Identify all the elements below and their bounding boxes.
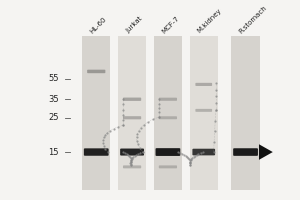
FancyBboxPatch shape [195,83,212,86]
FancyBboxPatch shape [159,165,177,168]
FancyBboxPatch shape [84,148,109,156]
Text: HL-60: HL-60 [89,16,108,34]
Text: 35: 35 [48,95,59,104]
FancyBboxPatch shape [192,149,215,155]
Text: 15: 15 [48,148,59,157]
Bar [82,36,110,190]
Text: R.stomach: R.stomach [238,4,268,34]
FancyBboxPatch shape [159,116,177,119]
Bar [190,36,218,190]
Text: Jurkat: Jurkat [125,16,143,34]
Bar [231,36,260,190]
Text: 25: 25 [48,113,59,122]
FancyBboxPatch shape [123,165,141,168]
FancyBboxPatch shape [123,116,141,119]
Polygon shape [259,144,273,160]
FancyBboxPatch shape [155,148,180,156]
Text: 55: 55 [48,74,59,83]
Bar [154,36,182,190]
FancyBboxPatch shape [120,149,144,156]
FancyBboxPatch shape [195,109,212,112]
Bar [118,36,146,190]
FancyBboxPatch shape [123,98,141,101]
FancyBboxPatch shape [233,148,258,156]
Text: M.kidney: M.kidney [196,8,223,34]
Text: MCF-7: MCF-7 [161,15,180,34]
FancyBboxPatch shape [159,98,177,101]
FancyBboxPatch shape [87,70,105,73]
